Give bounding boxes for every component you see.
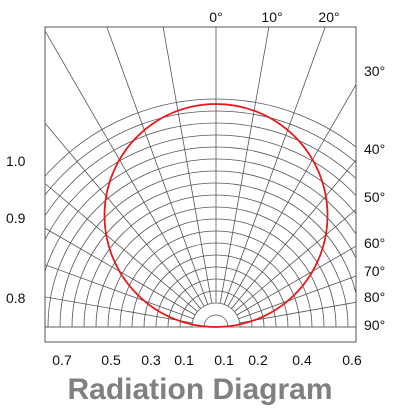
- scale-tick-label: 0.7: [52, 352, 72, 368]
- scale-tick-label: 0.3: [141, 352, 161, 368]
- angle-tick-label: 80°: [364, 289, 385, 305]
- grid-ring: [203, 314, 229, 328]
- grid-spoke: [236, 245, 356, 316]
- grid-spoke: [238, 275, 356, 320]
- angle-tick-label: 30°: [364, 63, 385, 79]
- grid-spoke: [223, 27, 326, 305]
- grid-ring: [45, 122, 356, 217]
- grid-spoke: [239, 301, 356, 324]
- scale-tick-label: 0.1: [174, 352, 194, 368]
- grid-spoke: [227, 83, 356, 307]
- grid-spoke: [162, 27, 213, 304]
- scale-tick-label: 0.5: [101, 352, 121, 368]
- angle-tick-label: 90°: [364, 317, 385, 333]
- scale-labels-bottom: 0.7 0.5 0.3 0.1 0.1 0.2 0.4 0.6: [52, 352, 362, 368]
- angle-tick-label: 50°: [364, 189, 385, 205]
- scale-tick-label: 1.0: [6, 153, 26, 169]
- grid-spoke: [45, 296, 193, 324]
- scale-tick-label: 0.4: [292, 352, 312, 368]
- angle-ticks-right: 30° 40° 50° 60° 70° 80° 90°: [364, 63, 385, 333]
- grid-ring: [45, 110, 356, 196]
- angle-tick-label: 20°: [318, 9, 339, 25]
- chart-title: Radiation Diagram: [67, 373, 332, 406]
- angle-tick-label: 10°: [261, 9, 282, 25]
- angle-tick-label: 0°: [209, 9, 222, 25]
- angle-tick-label: 70°: [364, 263, 385, 279]
- grid-spoke: [234, 209, 356, 312]
- grid-spoke: [45, 122, 201, 309]
- grid-spoke: [106, 27, 209, 305]
- grid-ring: [191, 302, 241, 328]
- angle-tick-label: 40°: [364, 141, 385, 157]
- grid-spoke: [219, 27, 270, 304]
- angle-ticks-top: 0° 10° 20°: [209, 9, 339, 25]
- grid-spoke: [231, 159, 356, 309]
- grid-spoke: [45, 227, 196, 316]
- grid-spoke: [45, 264, 194, 320]
- intensity-curve: [103, 103, 329, 328]
- angle-tick-label: 60°: [364, 235, 385, 251]
- scale-tick-label: 0.1: [214, 352, 234, 368]
- plot-frame: [44, 26, 357, 343]
- scale-labels-left: 1.0 0.9 0.8: [6, 153, 26, 306]
- grid-spoke: [45, 182, 198, 312]
- scale-tick-label: 0.9: [6, 210, 26, 226]
- grid-ring: [45, 146, 356, 273]
- scale-tick-label: 0.8: [6, 290, 26, 306]
- scale-tick-label: 0.6: [342, 352, 362, 368]
- polar-grid: [45, 27, 356, 328]
- scale-tick-label: 0.2: [248, 352, 268, 368]
- grid-spoke: [45, 30, 205, 307]
